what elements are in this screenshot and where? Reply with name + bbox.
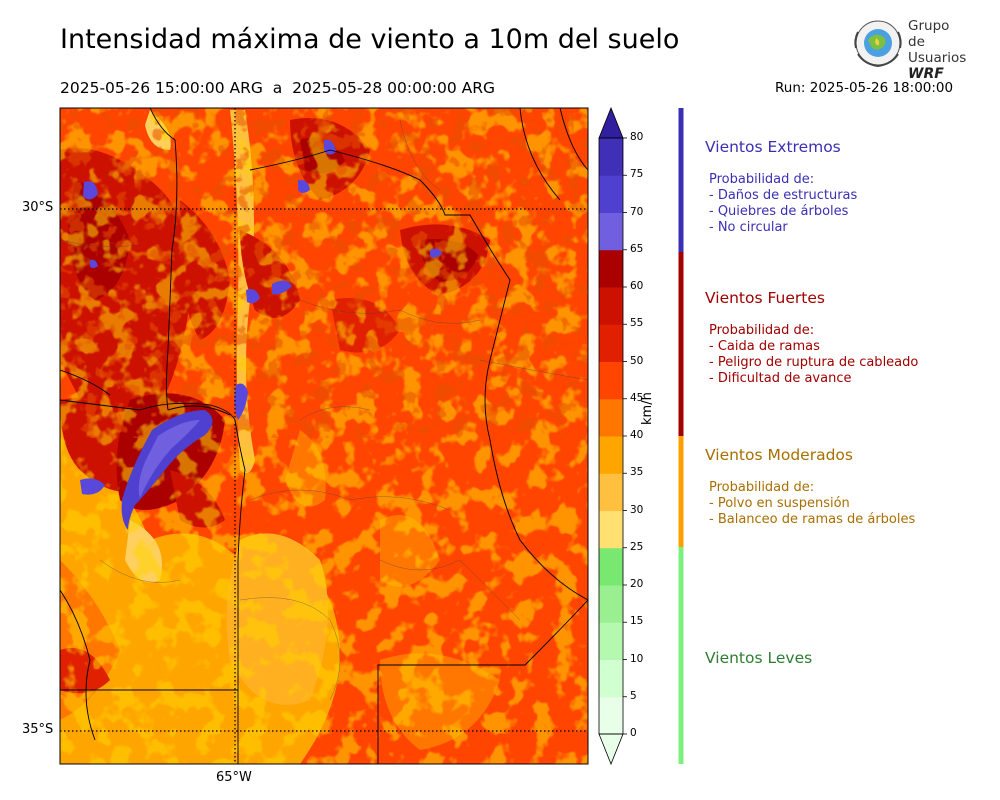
colorbar-band <box>599 547 623 586</box>
graticule <box>60 108 588 764</box>
colorbar-tick-label: 75 <box>630 168 644 181</box>
colorbar-band <box>599 436 623 474</box>
map-title: Intensidad máxima de viento a 10m del su… <box>60 24 680 55</box>
colorbar-band <box>599 361 623 400</box>
colorbar-band <box>599 249 623 288</box>
colorbar-tick-label: 45 <box>630 391 644 404</box>
colorbar-band <box>599 510 623 549</box>
category-extreme-title: Vientos Extremos <box>705 138 841 156</box>
colorbar-tick-label: 50 <box>630 354 644 367</box>
colorbar-band <box>599 585 623 623</box>
colorbar-band <box>599 696 623 735</box>
category-strong-title: Vientos Fuertes <box>705 289 825 307</box>
colorbar-tick-label: 65 <box>630 242 644 255</box>
category-extreme-desc: Probabilidad de: - Daños de estructuras … <box>709 172 858 235</box>
colorbar-band <box>599 175 623 213</box>
colorbar-tick-label: 15 <box>630 615 644 628</box>
colorbar-tick-label: 70 <box>630 205 644 218</box>
colorbar-tick-label: 60 <box>630 280 644 292</box>
colorbar-tick-label: 30 <box>630 503 644 516</box>
units-label: km/h <box>640 392 655 425</box>
colorbar <box>598 106 627 766</box>
colorbar-band <box>599 622 623 660</box>
run-timestamp: Run: 2025-05-26 18:00:00 <box>775 80 954 96</box>
colorbar-tick-label: 0 <box>630 727 637 739</box>
colorbar-band <box>599 212 623 251</box>
colorbar-band <box>599 138 623 176</box>
colorbar-tick-label: 25 <box>630 540 644 553</box>
category-moderate-desc: Probabilidad de: - Polvo en suspensión -… <box>709 480 916 527</box>
lat-label-30s: 30°S <box>22 200 54 215</box>
lon-label-65w: 65°W <box>216 770 252 785</box>
colorbar-tick-label: 5 <box>630 689 637 702</box>
category-strong-desc: Probabilidad de: - Caida de ramas - Peli… <box>709 323 919 386</box>
forecast-period: 2025-05-26 15:00:00 ARG a 2025-05-28 00:… <box>60 79 496 97</box>
colorbar-band <box>599 398 623 437</box>
colorbar-tick-label: 35 <box>630 466 644 479</box>
province-borders <box>60 108 588 764</box>
colorbar-band <box>599 659 623 698</box>
globe-logo-icon <box>854 20 902 68</box>
colorbar-max-arrow <box>598 106 624 139</box>
colorbar-band <box>599 324 623 362</box>
colorbar-tick-label: 20 <box>630 578 644 590</box>
colorbar-tick-label: 10 <box>630 652 644 665</box>
wind-field <box>60 108 588 764</box>
category-moderate-title: Vientos Moderados <box>705 446 853 464</box>
category-light-title: Vientos Leves <box>705 649 813 667</box>
colorbar-tick-label: 40 <box>630 429 644 441</box>
logo-line-1: Grupo de <box>908 18 950 50</box>
lat-label-35s: 35°S <box>22 722 54 737</box>
logo-line-2: Usuarios <box>908 50 967 66</box>
logo-line-3: WRF <box>908 66 944 82</box>
colorbar-tick-label: 80 <box>630 131 644 143</box>
colorbar-min-arrow <box>598 733 624 766</box>
department-borders <box>60 119 588 701</box>
colorbar-tick-label: 55 <box>630 317 644 330</box>
colorbar-band <box>599 473 623 511</box>
colorbar-band <box>599 287 623 325</box>
logo: Grupo de Usuarios WRF <box>850 18 970 82</box>
